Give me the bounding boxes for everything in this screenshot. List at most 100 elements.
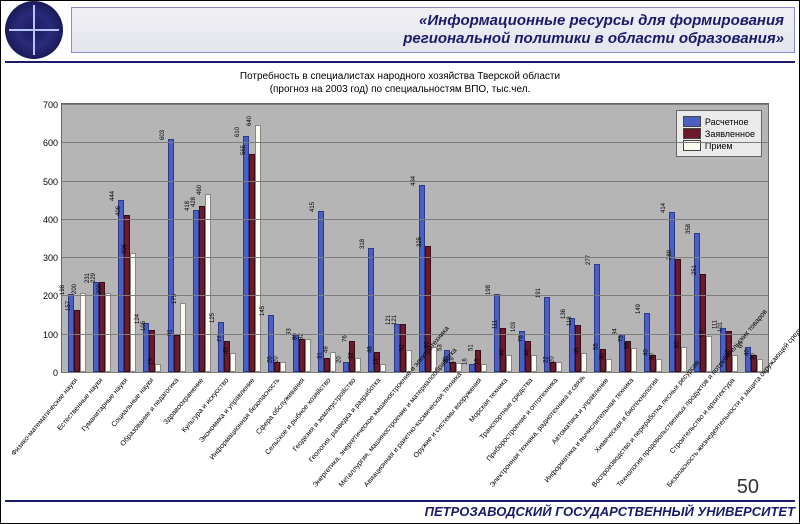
bar-value: 101	[718, 322, 724, 332]
title-line2: региональной политики в области образова…	[403, 30, 784, 47]
x-label: Оружие и системы вооружения	[388, 377, 483, 489]
x-label: Энергетика, энергетическое машиностроени…	[312, 377, 407, 489]
bar-group: 444406306	[114, 104, 139, 372]
university-logo	[5, 1, 63, 59]
bar-group: 938082	[290, 104, 315, 372]
x-label: Информационная безопасность	[186, 377, 281, 489]
y-tick-label: 400	[43, 215, 62, 225]
bar: 306	[130, 253, 136, 372]
bar-value: 51	[468, 345, 474, 352]
bar-value: 415	[310, 202, 316, 212]
x-label: Автоматика и управление	[515, 377, 610, 489]
bar: 32	[355, 358, 361, 372]
x-label: Воспроизводство и переработка лесных рес…	[591, 377, 686, 489]
bar: 40	[531, 355, 537, 372]
bar-value: 53	[437, 344, 443, 351]
bar-value: 20	[550, 357, 556, 364]
x-label: Гуманитарные науки	[34, 377, 129, 489]
bar-value: 460	[197, 185, 203, 195]
bar-value: 149	[636, 304, 642, 314]
bar-value: 610	[235, 127, 241, 137]
bar-value: 32	[349, 352, 355, 359]
footer: ПЕТРОЗАВОДСКИЙ ГОСУДАРСТВЕННЫЙ УНИВЕРСИТ…	[5, 500, 795, 519]
title-line1: «Информационные ресурсы для формирования	[419, 12, 784, 29]
bar-value: 414	[661, 202, 667, 212]
bar-value: 15	[474, 359, 480, 366]
x-label: Геодезия и землеустройство	[262, 377, 357, 489]
bar-value: 15	[374, 359, 380, 366]
x-label: Авиационная и ракетно-космическая техник…	[363, 377, 458, 489]
bar-group: 231229200	[89, 104, 114, 372]
x-label: Информатика и вычислительная техника	[540, 377, 635, 489]
bar-value: 200	[72, 284, 78, 294]
slide-title: «Информационные ресурсы для формирования…	[71, 7, 795, 53]
bar-value: 444	[110, 191, 116, 201]
bar-value: 76	[519, 335, 525, 342]
bar-value: 145	[260, 305, 266, 315]
x-label: Сфера обслуживания	[211, 377, 306, 489]
bar-group: 1494030	[641, 104, 666, 372]
bar-value: 603	[160, 130, 166, 140]
y-tick-label: 200	[43, 291, 62, 301]
bar-group: 1037640	[515, 104, 540, 372]
y-tick-label: 300	[43, 253, 62, 263]
bar-value: 52	[399, 344, 405, 351]
bar-value: 20	[337, 357, 343, 364]
bar-group: 3184815	[365, 104, 390, 372]
bar-value: 55	[594, 343, 600, 350]
bar-value: 45	[224, 347, 230, 354]
sub-line1: Потребность в специалистах народного хоз…	[240, 71, 560, 82]
bar-value: 640	[247, 116, 253, 126]
sub-line2: (прогноз на 2003 год) по специальностям …	[270, 84, 531, 95]
bar-value: 30	[750, 353, 756, 360]
chart-plot: 1981572002312292004444063061241051560391…	[61, 103, 769, 373]
x-label: Технология продовольственных продуктов и…	[616, 377, 711, 489]
bar: 45	[581, 353, 587, 372]
bar-value: 198	[486, 285, 492, 295]
x-label: Транспортные средства	[439, 377, 534, 489]
y-tick-label: 100	[43, 330, 62, 340]
x-label: Социальные науки	[60, 377, 155, 489]
bar: 20	[556, 362, 562, 372]
y-tick-label: 500	[43, 177, 62, 187]
bar-value: 60	[675, 341, 681, 348]
bar-value: 229	[91, 273, 97, 283]
bar: 30	[656, 359, 662, 372]
bar-value: 565	[241, 145, 247, 155]
bar-value: 30	[600, 353, 606, 360]
bar-value: 121	[392, 315, 398, 325]
bar-group: 48432560	[415, 104, 440, 372]
bar-value: 325	[417, 237, 423, 247]
legend-swatch	[683, 116, 701, 127]
chart-area: 1981572002312292004444063061241051560391…	[61, 103, 769, 373]
bar-value: 111	[492, 319, 498, 328]
bar-value: 40	[525, 349, 531, 356]
bar: 175	[180, 303, 186, 372]
bar-group: 60391175	[164, 104, 189, 372]
bar-value: 251	[692, 265, 698, 275]
bar-group: 4153148	[315, 104, 340, 372]
bar-value: 48	[368, 346, 374, 353]
bar-value: 136	[561, 309, 567, 319]
bar-group: 12112152	[390, 104, 415, 372]
gridline: 700	[62, 104, 768, 105]
bar-value: 40	[744, 349, 750, 356]
gridline: 400	[62, 219, 768, 220]
bar-value: 125	[210, 313, 216, 323]
x-label: Геология, разведка и разработка	[287, 377, 382, 489]
bar-value: 124	[135, 314, 141, 324]
bar-group: 1257745	[214, 104, 239, 372]
x-label: Химическая и биотехнологии	[565, 377, 660, 489]
bar-value: 105	[141, 321, 147, 331]
bar-value: 428	[191, 197, 197, 207]
bar-value: 40	[500, 349, 506, 356]
legend-item: Заявленное	[683, 128, 755, 139]
bar-group: 13611845	[566, 104, 591, 372]
x-label: Электронная техника, радиотехника и связ…	[489, 377, 584, 489]
bar: 460	[205, 194, 211, 372]
bar: 40	[732, 355, 738, 372]
bar: 40	[506, 355, 512, 372]
legend-swatch	[683, 128, 701, 139]
bar-group: 947558	[616, 104, 641, 372]
chart-bars: 1981572002312292004444063061241051560391…	[64, 104, 766, 372]
